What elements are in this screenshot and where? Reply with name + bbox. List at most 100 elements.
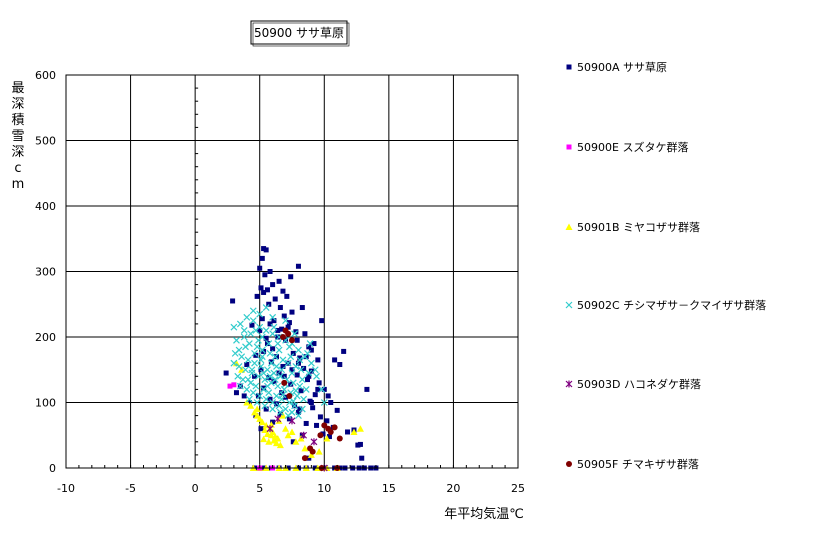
legend-label: 50902C チシマザサ－クマイザサ群落	[577, 298, 766, 312]
x-tick-label: -5	[125, 482, 136, 495]
data-point	[239, 376, 247, 383]
data-point	[265, 438, 273, 445]
y-tick-labels: 0 100 200 300 400 500 600	[35, 69, 56, 475]
data-point	[260, 435, 268, 443]
y-axis-title: 最深積雪深 c m	[11, 81, 24, 192]
data-point	[269, 313, 277, 321]
data-point	[306, 373, 312, 379]
data-point	[359, 455, 365, 461]
data-point	[244, 362, 250, 368]
legend-label: 50900A ササ草原	[577, 61, 667, 74]
legend-item: 50905F チマキザサ群落	[566, 457, 699, 471]
data-point	[252, 382, 260, 390]
data-point	[277, 305, 283, 311]
data-point	[262, 395, 270, 403]
x-tick-label: 25	[511, 482, 525, 495]
data-point	[264, 287, 270, 293]
x-tick-label: -10	[57, 482, 75, 495]
data-point	[357, 441, 363, 447]
data-point	[315, 386, 321, 392]
data-point	[295, 412, 302, 420]
data-point	[273, 439, 281, 447]
data-point	[301, 444, 309, 452]
data-point	[263, 406, 269, 412]
data-point	[279, 356, 287, 364]
data-point	[280, 288, 286, 294]
legend-marker	[565, 223, 573, 230]
data-point	[306, 340, 314, 347]
data-point	[269, 405, 277, 413]
data-point	[315, 357, 321, 363]
data-point	[294, 337, 300, 343]
data-point	[303, 420, 309, 426]
data-point	[267, 431, 275, 439]
data-point	[258, 346, 266, 354]
data-point	[291, 330, 299, 338]
data-point	[260, 369, 268, 377]
data-point	[289, 367, 295, 373]
data-point	[258, 285, 264, 291]
data-point	[261, 289, 267, 295]
x-axis-title: 年平均気温℃	[444, 506, 524, 522]
data-point	[281, 313, 287, 319]
data-point	[253, 412, 261, 419]
data-point	[259, 316, 265, 322]
data-point	[307, 451, 315, 458]
grid-lines	[65, 74, 519, 469]
data-point	[302, 385, 310, 393]
data-point	[298, 376, 306, 383]
data-point	[248, 366, 256, 374]
data-point	[256, 415, 264, 422]
data-point	[254, 372, 262, 380]
data-point	[284, 412, 292, 420]
data-point	[266, 425, 274, 433]
data-point	[267, 359, 275, 367]
axis-ticks	[65, 74, 519, 469]
data-point	[258, 353, 266, 361]
data-point	[265, 389, 273, 397]
data-point	[270, 282, 276, 288]
data-point	[336, 435, 343, 442]
data-point	[317, 414, 323, 420]
data-point	[289, 379, 297, 387]
data-point	[312, 392, 318, 398]
data-point	[279, 334, 286, 340]
data-point	[289, 309, 295, 315]
data-point	[287, 353, 295, 361]
data-point	[284, 431, 292, 439]
data-point	[350, 428, 358, 435]
data-point	[244, 376, 252, 383]
data-point	[282, 405, 289, 413]
data-point	[240, 333, 248, 341]
data-point	[256, 392, 264, 400]
data-point	[223, 370, 229, 376]
data-point	[317, 432, 324, 439]
data-point	[285, 399, 293, 406]
data-point	[311, 341, 317, 347]
data-point	[289, 337, 295, 344]
data-point	[355, 442, 361, 448]
data-point	[253, 399, 261, 406]
data-point	[273, 392, 280, 400]
data-point	[240, 327, 248, 334]
data-point	[341, 348, 347, 354]
x-tick-label: 10	[317, 482, 331, 495]
legend-label: 50905F チマキザサ群落	[577, 457, 699, 471]
legend-marker	[566, 461, 572, 467]
data-point	[304, 377, 310, 383]
data-point	[364, 386, 370, 392]
data-point	[278, 366, 286, 374]
data-point	[276, 278, 282, 284]
x-tick-label: 20	[446, 482, 460, 495]
data-point	[284, 359, 292, 367]
data-point	[288, 381, 294, 387]
plot-frame	[65, 74, 519, 469]
data-point	[247, 402, 255, 409]
data-point	[276, 441, 284, 449]
data-point	[249, 307, 257, 315]
data-point	[254, 336, 262, 344]
data-point	[253, 405, 261, 413]
data-point	[292, 438, 300, 445]
legend-item: 50902C チシマザサ－クマイザサ群落	[565, 298, 766, 312]
legend-item: 50903D ハコネダケ群落	[565, 377, 701, 391]
